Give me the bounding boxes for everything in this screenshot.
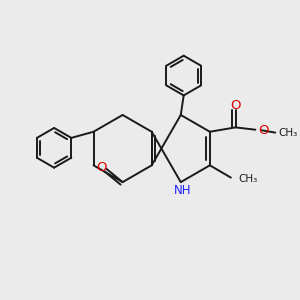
Text: O: O [258,124,269,137]
Text: NH: NH [173,184,191,197]
Text: CH₃: CH₃ [279,128,298,138]
Text: O: O [230,99,241,112]
Text: O: O [96,161,106,174]
Text: CH₃: CH₃ [238,174,257,184]
